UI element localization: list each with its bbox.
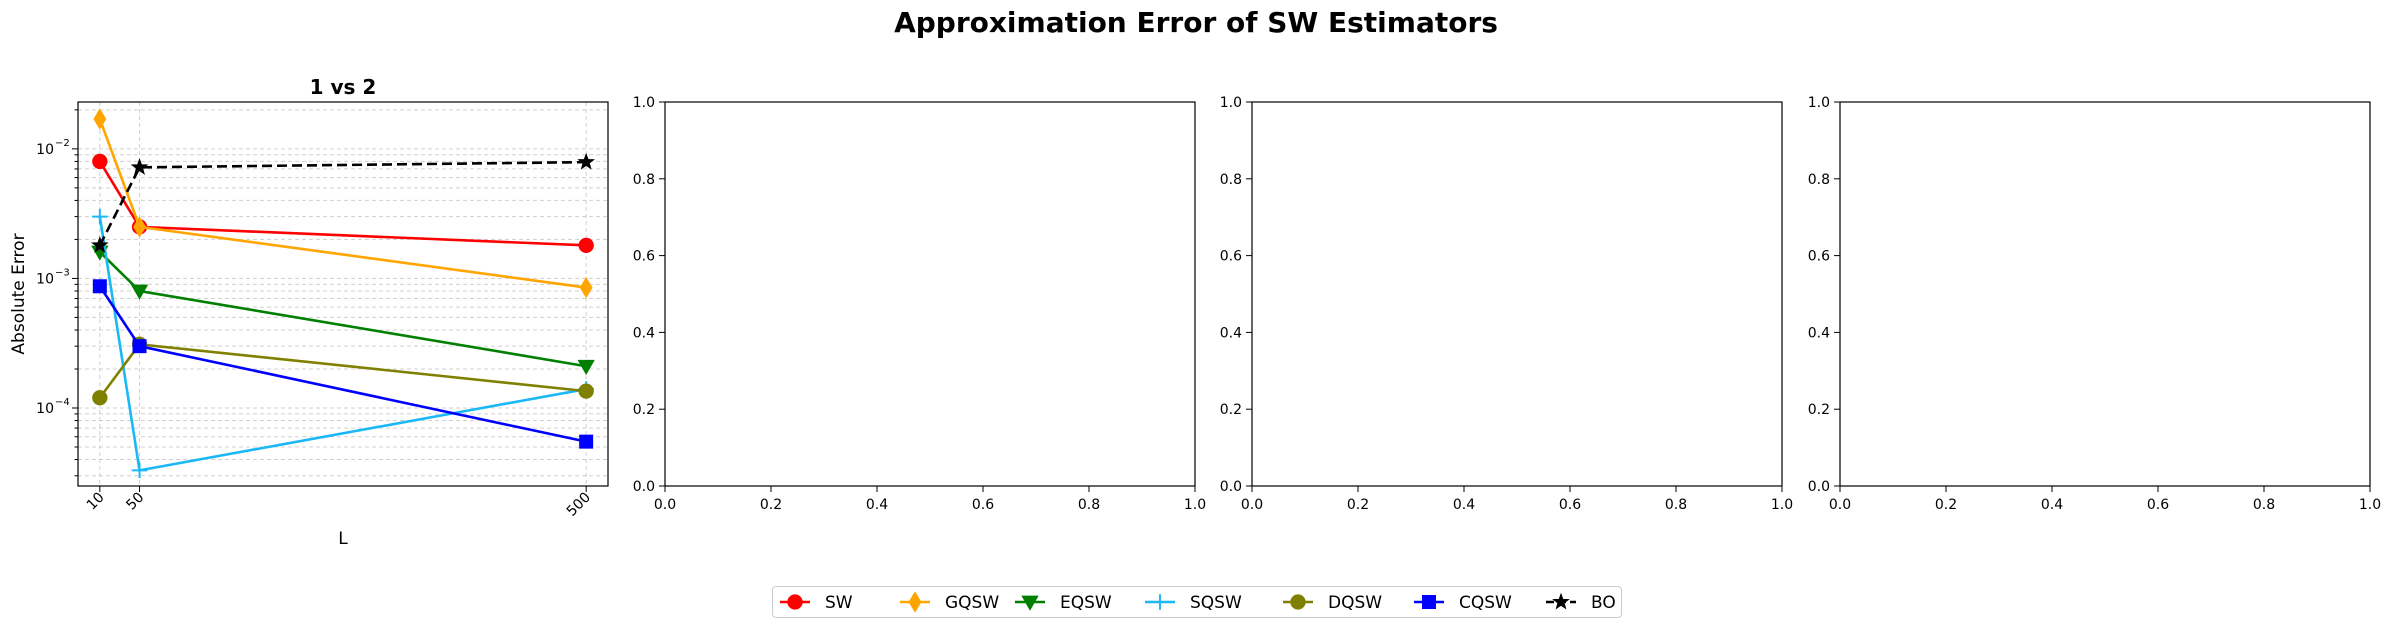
axes-frame — [1251, 101, 1783, 487]
x-tick-label: 0.0 — [1241, 497, 1263, 513]
x-tick-label: 0.4 — [866, 497, 888, 513]
data-point-sw — [578, 237, 594, 254]
x-tick-label: 500 — [564, 490, 594, 520]
data-point-cqsw — [579, 434, 594, 449]
x-tick-label: 50 — [123, 490, 147, 514]
data-point-bo — [130, 158, 149, 175]
y-tick-label: 0.4 — [633, 325, 655, 341]
data-point-bo — [577, 152, 595, 170]
y-tick-label: 0.2 — [1220, 402, 1242, 418]
y-tick-label: 0.0 — [1808, 479, 1830, 495]
y-tick-label: 0.4 — [1220, 325, 1242, 341]
data-point-eqsw — [577, 359, 595, 376]
x-axis-label: L — [338, 529, 348, 549]
data-point-dqsw — [578, 383, 594, 399]
y-tick-label: 0.6 — [1808, 249, 1830, 265]
x-tick-label: 1.0 — [2359, 497, 2381, 513]
x-tick-label: 0.8 — [1665, 497, 1687, 513]
panel-4: 0.0 0.2 0.4 0.6 0.8 1.0 0.0 0.2 0.4 0.6 0.8 1.0 — [1808, 95, 2381, 513]
x-tick-label: 0.8 — [1078, 497, 1100, 513]
series-eqsw — [91, 245, 595, 376]
axes-frame — [1839, 101, 2371, 487]
series-sqsw — [92, 208, 594, 479]
x-tick-label: 1.0 — [1771, 497, 1793, 513]
series-cqsw — [92, 279, 594, 449]
panel-title: 1 vs 2 — [310, 75, 377, 99]
x-tick-label: 0.2 — [1347, 497, 1369, 513]
series-dqsw — [92, 336, 594, 406]
data-point-dqsw — [92, 390, 108, 406]
axes-frame — [664, 101, 1196, 487]
x-tick-label: 0.0 — [1829, 497, 1851, 513]
data-point-gqsw — [133, 216, 146, 238]
y-tick-label: 0.6 — [633, 249, 655, 265]
data-point-gqsw — [93, 108, 107, 130]
data-point-sqsw — [92, 208, 108, 225]
y-tick-label: 10 — [36, 271, 54, 287]
data-point-sqsw — [131, 462, 148, 479]
data-point-cqsw — [132, 339, 147, 354]
x-tick-label: 0.2 — [1935, 497, 1957, 513]
y-tick-label: 10 — [36, 142, 54, 158]
data-point-cqsw — [92, 279, 107, 294]
y-tick-exponent: −3 — [55, 267, 70, 278]
series-line-gqsw — [98, 118, 587, 289]
y-tick-label: 1.0 — [1808, 95, 1830, 111]
y-tick-label: 10 — [36, 401, 54, 417]
figure-title: Approximation Error of SW Estimators — [894, 6, 1498, 39]
series-sw — [92, 153, 594, 254]
y-tick-label: 0.0 — [1220, 479, 1242, 495]
y-tick-label: 0.8 — [1808, 172, 1830, 188]
y-tick-exponent: −2 — [55, 138, 70, 149]
series-line-sw — [98, 160, 587, 247]
series-line-cqsw — [98, 285, 587, 443]
y-tick-label: 1.0 — [1220, 95, 1242, 111]
data-point-gqsw — [579, 276, 593, 299]
x-tick-label: 0.4 — [1453, 497, 1475, 513]
series-bo — [91, 152, 595, 253]
x-tick-label: 0.6 — [972, 497, 994, 513]
x-tick-label: 0.6 — [2147, 497, 2169, 513]
y-tick-label: 0.8 — [1220, 172, 1242, 188]
legend — [772, 586, 1622, 618]
y-axis-label: Absolute Error — [9, 233, 29, 354]
x-tick-label: 0.2 — [760, 497, 782, 513]
data-point-eqsw — [130, 284, 149, 300]
series-gqsw — [93, 108, 593, 299]
x-tick-label: 0.6 — [1559, 497, 1581, 513]
y-tick-label: 0.0 — [633, 479, 655, 495]
y-tick-label: 0.2 — [1808, 402, 1830, 418]
axes-frame — [77, 101, 609, 487]
x-tick-label: 0.8 — [2253, 497, 2275, 513]
y-tick-label: 0.2 — [633, 402, 655, 418]
y-tick-label: 1.0 — [633, 95, 655, 111]
y-tick-exponent: −4 — [55, 397, 70, 408]
panel-3: 0.0 0.2 0.4 0.6 0.8 1.0 0.0 0.2 0.4 0.6 0.8 1.0 — [1220, 95, 1793, 513]
x-tick-label: 1.0 — [1184, 497, 1206, 513]
y-tick-label: 0.8 — [633, 172, 655, 188]
panel-2: 0.0 0.2 0.4 0.6 0.8 1.0 0.0 0.2 0.4 0.6 0.8 1.0 — [633, 95, 1206, 513]
x-tick-label: 10 — [84, 490, 108, 514]
series-line-bo — [98, 160, 587, 246]
data-point-sw — [92, 153, 108, 170]
y-tick-label: 0.6 — [1220, 249, 1242, 265]
y-tick-label: 0.4 — [1808, 325, 1830, 341]
data-point-bo — [91, 236, 109, 253]
x-tick-label: 0.0 — [654, 497, 676, 513]
x-tick-label: 0.4 — [2041, 497, 2063, 513]
